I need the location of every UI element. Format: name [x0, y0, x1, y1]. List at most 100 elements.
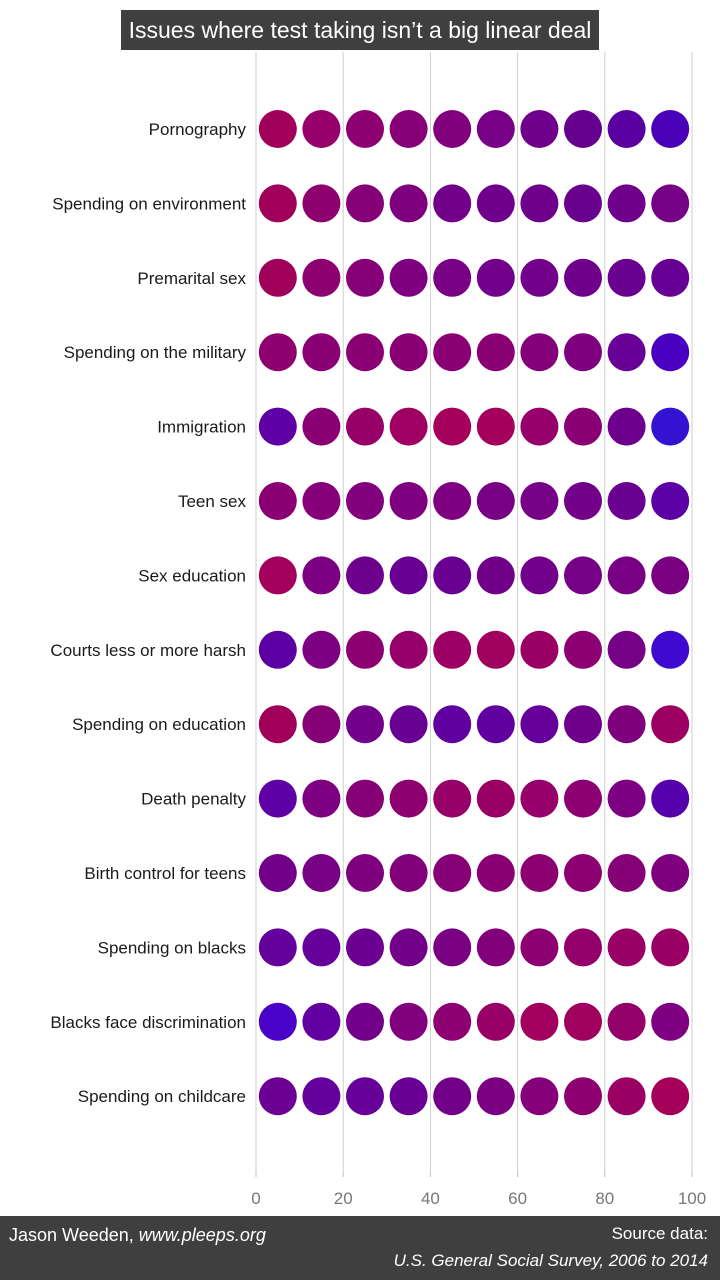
data-dot: [651, 258, 690, 297]
data-dot: [476, 1002, 515, 1041]
data-dot: [651, 110, 690, 148]
data-dot: [346, 705, 384, 744]
row-label: Spending on education: [72, 715, 246, 734]
data-dot: [302, 705, 341, 744]
row-label: Spending on the military: [64, 343, 247, 362]
data-dot: [389, 854, 428, 892]
data-dot: [651, 333, 690, 372]
x-tick-label: 60: [508, 1189, 527, 1208]
data-dot: [520, 630, 559, 669]
data-dot: [607, 110, 646, 148]
data-dot: [258, 1002, 297, 1041]
data-dot: [389, 630, 428, 669]
data-dot: [476, 110, 515, 148]
data-dot: [389, 482, 428, 520]
data-dot: [302, 110, 341, 148]
data-dot: [607, 407, 646, 446]
data-dot: [346, 928, 384, 967]
data-dot: [433, 110, 472, 148]
data-dot: [607, 184, 646, 223]
data-dot: [476, 630, 515, 669]
data-dot: [433, 705, 472, 744]
data-dot: [389, 258, 428, 297]
data-dot: [258, 482, 297, 520]
data-dot: [346, 184, 384, 223]
data-dot: [520, 779, 559, 818]
data-dot: [302, 482, 341, 520]
data-dot: [564, 556, 602, 595]
data-dot: [564, 854, 602, 892]
data-dot: [433, 630, 472, 669]
data-dot: [651, 928, 690, 967]
data-dot: [389, 928, 428, 967]
data-dot: [258, 928, 297, 967]
data-dot: [564, 1002, 602, 1041]
source-name: U.S. General Social Survey, 2006 to 2014: [393, 1251, 708, 1270]
row-label: Blacks face discrimination: [50, 1013, 246, 1032]
data-dot: [651, 854, 690, 892]
data-dot: [520, 184, 559, 223]
data-dot: [651, 1077, 690, 1116]
data-dot: [476, 333, 515, 372]
data-dot: [346, 407, 384, 446]
data-dot: [607, 258, 646, 297]
data-dot: [520, 333, 559, 372]
data-dot: [564, 258, 602, 297]
data-dot: [564, 407, 602, 446]
data-dot: [520, 258, 559, 297]
dot-chart: 0 20 40 60 80 100 Pornography Spending on envir…: [50, 52, 706, 1208]
data-dot: [564, 110, 602, 148]
data-dot: [607, 779, 646, 818]
data-dot: [520, 854, 559, 892]
author-credit: Jason Weeden, www.pleeps.org: [9, 1225, 266, 1246]
data-dot: [433, 258, 472, 297]
data-dot: [302, 779, 341, 818]
data-dot: [302, 407, 341, 446]
data-dot: [433, 779, 472, 818]
data-dot: [520, 1077, 559, 1116]
data-dot: [433, 928, 472, 967]
data-dot: [302, 258, 341, 297]
data-dot: [433, 184, 472, 223]
data-dot: [651, 630, 690, 669]
data-dot: [258, 258, 297, 297]
data-dot: [346, 482, 384, 520]
data-dot: [476, 482, 515, 520]
row-label: Death penalty: [141, 790, 246, 809]
data-dot: [346, 556, 384, 595]
data-dot: [607, 556, 646, 595]
author-site: www.pleeps.org: [138, 1225, 266, 1245]
data-dot: [258, 556, 297, 595]
x-tick-label: 100: [678, 1189, 706, 1208]
row-label: Sex education: [138, 566, 246, 585]
x-tick-label: 40: [421, 1189, 440, 1208]
data-dot: [433, 854, 472, 892]
data-dot: [607, 1002, 646, 1041]
x-tick-label: 20: [334, 1189, 353, 1208]
row-label: Premarital sex: [137, 269, 246, 288]
data-dot: [476, 556, 515, 595]
data-dot: [346, 110, 384, 148]
data-dot: [651, 705, 690, 744]
data-dot: [389, 705, 428, 744]
data-dot: [476, 407, 515, 446]
data-dot: [564, 184, 602, 223]
row-label: Spending on environment: [52, 194, 246, 213]
data-dot: [520, 110, 559, 148]
data-dot: [651, 482, 690, 520]
data-dot: [346, 333, 384, 372]
data-dot: [476, 928, 515, 967]
x-tick-label: 80: [595, 1189, 614, 1208]
data-dot: [651, 1002, 690, 1041]
data-dot: [346, 1077, 384, 1116]
data-dot: [302, 556, 341, 595]
data-dot: [433, 333, 472, 372]
data-dot: [389, 779, 428, 818]
x-tick-label: 0: [251, 1189, 260, 1208]
data-dot: [258, 333, 297, 372]
data-dot: [651, 407, 690, 446]
data-dot: [651, 556, 690, 595]
data-dot: [389, 333, 428, 372]
data-dot: [346, 854, 384, 892]
data-dot: [651, 779, 690, 818]
